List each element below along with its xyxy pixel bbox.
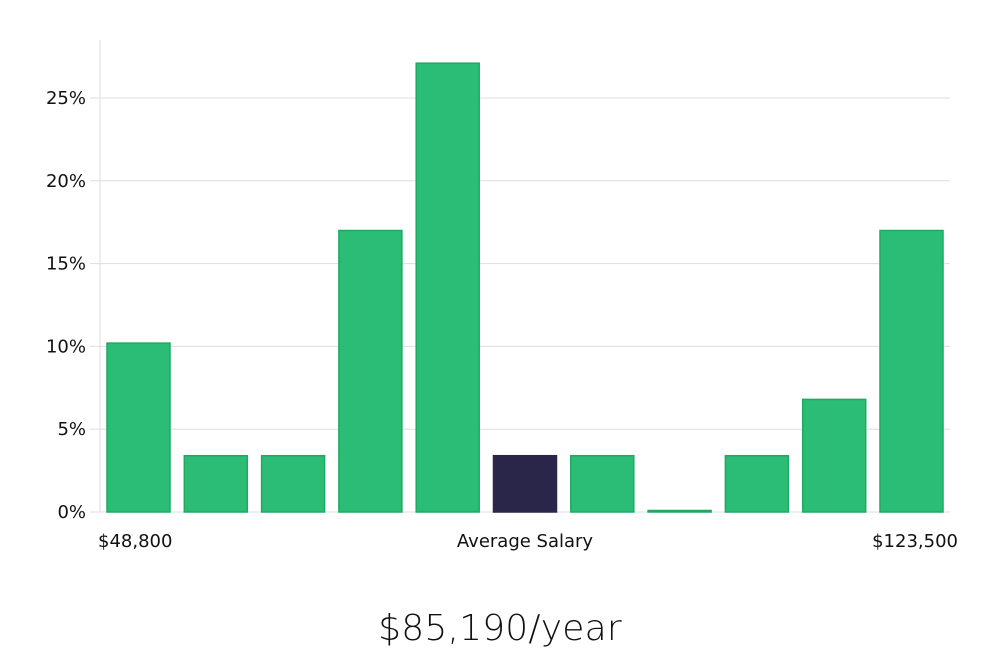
y-tick-label: 15% bbox=[46, 254, 86, 275]
bar bbox=[183, 454, 249, 513]
bar bbox=[570, 454, 635, 513]
y-tick-label: 0% bbox=[57, 502, 86, 523]
bar bbox=[801, 398, 867, 513]
y-tick-label: 10% bbox=[46, 336, 86, 357]
y-tick-label: 5% bbox=[57, 419, 86, 440]
x-max-label: $123,500 bbox=[872, 531, 958, 552]
bar bbox=[879, 229, 944, 513]
x-min-label: $48,800 bbox=[98, 531, 172, 552]
bar-highlighted bbox=[492, 454, 558, 513]
average-salary-value: $85,190/year bbox=[378, 608, 622, 649]
y-tick-label: 25% bbox=[46, 88, 86, 109]
bar bbox=[338, 229, 403, 513]
salary-distribution-chart: 0%5%10%15%20%25% $48,800 Average Salary … bbox=[46, 40, 958, 552]
bar bbox=[415, 62, 480, 513]
y-axis-ticks: 0% 5% 10% 15% 20% 25% bbox=[46, 88, 100, 523]
bar bbox=[106, 342, 171, 513]
y-tick-label: 20% bbox=[46, 171, 86, 192]
bar bbox=[647, 509, 712, 513]
x-center-label: Average Salary bbox=[457, 531, 594, 552]
bar bbox=[260, 454, 326, 513]
bars bbox=[106, 62, 944, 513]
bar bbox=[724, 454, 790, 513]
